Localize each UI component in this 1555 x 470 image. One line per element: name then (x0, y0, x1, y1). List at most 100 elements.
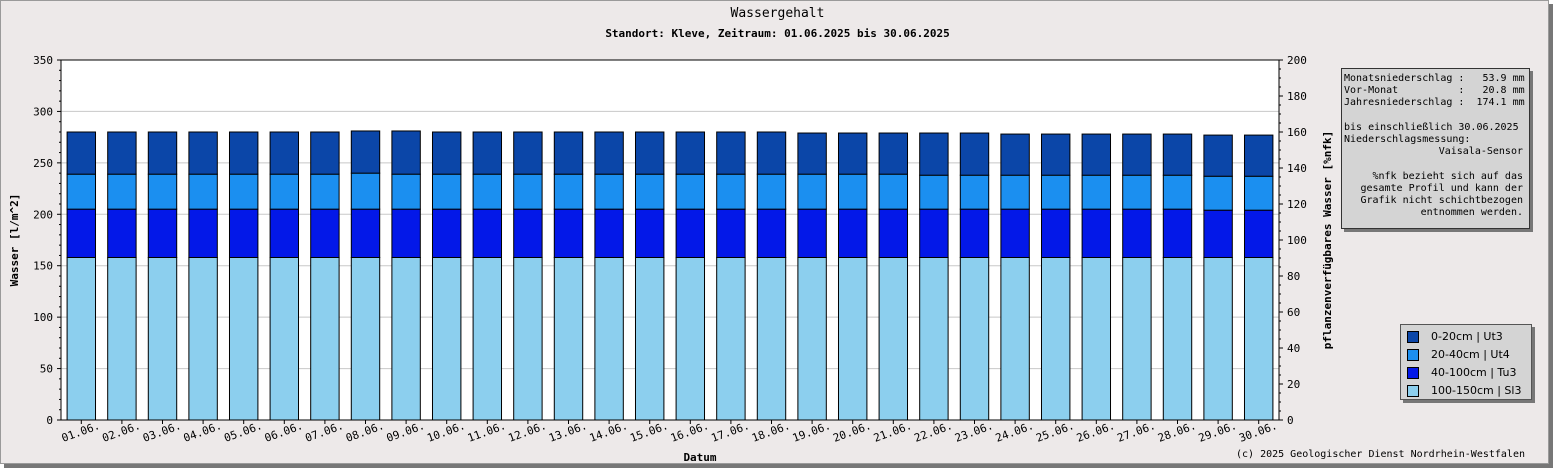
bar-segment (553, 131, 584, 175)
bar-segment (472, 131, 503, 175)
x-tick-label: 09.06. (385, 419, 427, 445)
bar-segment (1122, 174, 1152, 210)
bar-segment (310, 131, 340, 175)
legend-label: 100-150cm | Sl3 (1431, 384, 1522, 397)
bar-segment (228, 131, 259, 175)
x-tick-label: 03.06. (141, 419, 183, 445)
x-tick-label: 19.06. (791, 419, 833, 445)
x-tick-label: 27.06. (1115, 419, 1157, 445)
bar-segment (147, 256, 178, 421)
bar-segment (269, 131, 300, 175)
bar-segment (837, 208, 868, 258)
x-tick-label: 29.06. (1197, 419, 1239, 445)
x-tick-label: 10.06. (425, 419, 467, 445)
x-tick-label: 24.06. (994, 419, 1036, 445)
y-tick-label: 250 (33, 157, 53, 170)
bar-segment (1162, 208, 1193, 258)
bar-segment (1162, 174, 1193, 210)
bar-segment (797, 208, 827, 258)
x-tick-label: 25.06. (1034, 419, 1076, 445)
bar-segment (837, 256, 868, 421)
bar-segment (1040, 133, 1071, 176)
bar-segment (756, 256, 787, 421)
bar-segment (553, 256, 584, 421)
legend-label: 0-20cm | Ut3 (1431, 330, 1503, 343)
bar-segment (594, 256, 624, 421)
bar-segment (878, 256, 909, 421)
x-tick-label: 06.06. (263, 419, 305, 445)
chart-title: Wassergehalt (730, 6, 825, 21)
y2-tick-label: 100 (1287, 234, 1307, 247)
y2-tick-label: 160 (1287, 126, 1307, 139)
bar-segment (66, 131, 97, 175)
y2-tick-label: 40 (1287, 342, 1300, 355)
x-tick-label: 07.06. (303, 419, 345, 445)
bar-segment (188, 256, 218, 421)
bar-segment (107, 173, 137, 210)
bar-segment (878, 208, 909, 258)
y2-tick-label: 20 (1287, 378, 1300, 391)
x-tick-label: 13.06. (547, 419, 589, 445)
bar-segment (147, 208, 178, 258)
bar-segment (1081, 174, 1112, 210)
bar-segment (878, 132, 909, 175)
x-tick-label: 21.06. (872, 419, 914, 445)
y2-tick-label: 120 (1287, 198, 1307, 211)
bar-segment (431, 173, 462, 210)
bar-segment (431, 256, 462, 421)
bar-segment (959, 132, 990, 176)
bar-segment (553, 208, 584, 258)
bar-segment (350, 208, 381, 258)
sensor-name: Vaisala-Sensor (1438, 146, 1523, 158)
x-tick-label: 11.06. (466, 419, 508, 445)
bar-segment (756, 131, 787, 175)
bar-segment (391, 256, 421, 421)
legend-label: 20-40cm | Ut4 (1431, 348, 1510, 361)
bar-segment (959, 174, 990, 210)
bar-segment (1203, 134, 1233, 177)
x-tick-label: 20.06. (831, 419, 873, 445)
bar-segment (431, 208, 462, 258)
legend-swatch (1407, 385, 1419, 397)
bar-segment (66, 173, 97, 210)
bar-segment (756, 208, 787, 258)
bar-segment (919, 256, 949, 421)
bar-segment (1040, 256, 1071, 421)
bar-segment (919, 132, 949, 176)
y2-tick-label: 60 (1287, 306, 1300, 319)
bar-segment (391, 173, 421, 210)
info-line: Niederschlagsmessung: (1344, 134, 1471, 146)
bar-segment (594, 131, 624, 175)
y-tick-label: 300 (33, 105, 53, 118)
bar-segment (797, 132, 827, 175)
bar-segment (391, 208, 421, 258)
bar-segment (797, 256, 827, 421)
bar-segment (1203, 209, 1233, 258)
note-line: gesamte Profil und kann der (1360, 182, 1523, 194)
bar-segment (1000, 256, 1030, 421)
plot-border (60, 59, 1280, 421)
x-tick-label: 14.06. (588, 419, 630, 445)
bar-segment (228, 208, 259, 258)
x-tick-label: 30.06. (1237, 419, 1279, 445)
bar-segment (269, 208, 300, 258)
bar-segment (1122, 208, 1152, 258)
bar-segment (513, 208, 543, 258)
bar-segment (675, 256, 706, 421)
y2-tick-label: 180 (1287, 90, 1307, 103)
bar-segment (350, 172, 381, 210)
bar-segment (594, 208, 624, 258)
bar-segment (1081, 256, 1112, 421)
bar-segment (553, 173, 584, 210)
bar-segment (1243, 256, 1274, 421)
bar-segment (1000, 174, 1030, 210)
bar-segment (716, 131, 746, 175)
bar-segment (1243, 175, 1274, 211)
y2-tick-label: 0 (1287, 414, 1294, 427)
y-tick-label: 150 (33, 260, 53, 273)
x-tick-label: 17.06. (709, 419, 751, 445)
bar-segment (634, 131, 665, 175)
chart-subtitle: Standort: Kleve, Zeitraum: 01.06.2025 bi… (605, 27, 950, 40)
bar-segment (634, 256, 665, 421)
